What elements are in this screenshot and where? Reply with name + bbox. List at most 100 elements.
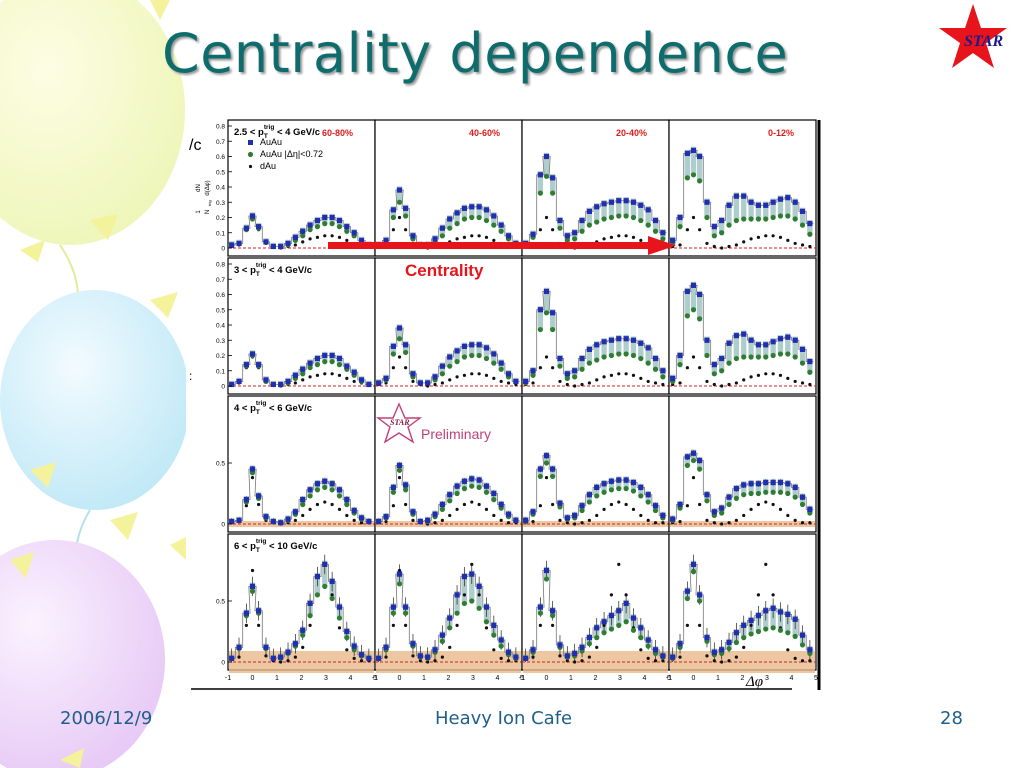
point-auau [601, 481, 607, 487]
point-dau [551, 502, 555, 507]
point-auau [439, 632, 445, 638]
point-dau [477, 372, 481, 376]
point-dau [411, 379, 415, 384]
point-auau-deta [763, 489, 769, 495]
point-auau [314, 217, 321, 224]
point-auau [491, 213, 497, 219]
point-auau [799, 346, 806, 352]
point-dau [653, 521, 658, 525]
point-auau [390, 604, 396, 610]
point-auau-deta [755, 216, 762, 222]
point-auau [523, 378, 529, 385]
y-tick-label: 0.3 [216, 338, 225, 345]
systematic-band-bin [719, 216, 725, 233]
systematic-band-bin [763, 341, 769, 358]
point-dau [330, 234, 334, 238]
point-auau [616, 198, 622, 204]
point-auau [461, 478, 468, 484]
point-auau [733, 486, 739, 492]
x-tick-label: 4 [496, 675, 500, 682]
point-dau [477, 502, 481, 507]
point-auau [292, 372, 298, 378]
point-auau [278, 520, 284, 526]
y-tick-label: 0 [221, 384, 225, 391]
point-auau-deta [704, 214, 710, 221]
point-dau [631, 235, 636, 239]
point-auau-deta [469, 214, 475, 221]
point-auau [608, 199, 615, 205]
point-dau [301, 378, 305, 382]
point-dau [397, 355, 402, 359]
point-auau-deta [785, 490, 791, 497]
y-tick-label: 0 [221, 522, 225, 529]
point-auau [684, 454, 690, 460]
point-auau [396, 462, 403, 469]
panel-r2-c4 [668, 257, 817, 395]
point-auau [719, 217, 725, 224]
point-auau [557, 355, 563, 362]
point-auau [285, 378, 291, 385]
y-tick-label: 0.4 [216, 323, 225, 330]
point-auau [314, 574, 321, 580]
systematic-band-bin [719, 354, 725, 371]
point-auau [329, 352, 335, 359]
systematic-band-bin [652, 216, 659, 232]
point-auau [366, 655, 372, 661]
point-auau [652, 647, 659, 653]
y-tick-label: 0.4 [216, 185, 225, 192]
point-auau [256, 224, 262, 230]
point-auau [454, 210, 460, 216]
centrality-label-2: 40-60% [469, 128, 500, 138]
point-dau [484, 626, 489, 630]
point-auau [763, 479, 769, 486]
point-dau [397, 215, 402, 220]
point-auau-deta [755, 490, 762, 497]
point-dau [384, 519, 388, 524]
point-auau [763, 608, 769, 614]
point-dau [661, 382, 665, 387]
point-auau [236, 240, 242, 247]
point-auau-deta [476, 605, 482, 611]
point-auau [447, 216, 453, 222]
point-dau [565, 659, 569, 663]
point-auau [447, 354, 453, 360]
point-auau-deta [300, 371, 306, 377]
point-auau-deta [645, 643, 651, 649]
point-auau-deta [396, 467, 403, 473]
point-auau [601, 619, 607, 625]
point-auau-deta [249, 588, 256, 594]
point-dau [808, 659, 812, 663]
point-auau-deta [741, 354, 747, 360]
point-auau [236, 644, 242, 650]
point-auau [586, 346, 592, 352]
systematic-band-bin [733, 192, 740, 221]
point-dau [705, 241, 709, 246]
point-auau [403, 482, 409, 488]
point-auau-deta [322, 484, 328, 490]
point-auau [447, 492, 453, 498]
point-auau-deta [300, 632, 306, 638]
point-dau [734, 655, 738, 659]
point-auau-deta [322, 221, 328, 227]
point-auau-deta [336, 493, 343, 499]
systematic-band-bin [608, 198, 615, 218]
point-auau [336, 604, 343, 610]
x-tick-label: 3 [618, 675, 622, 682]
point-dau [793, 379, 797, 384]
systematic-band-bin [690, 281, 697, 310]
x-tick-label: 2 [594, 675, 598, 682]
point-dau [499, 379, 503, 384]
row-label-3: 4 < pTtrig < 6 GeV/c [234, 400, 312, 416]
point-auau [807, 647, 813, 653]
point-dau [404, 502, 408, 507]
point-dau [484, 235, 489, 239]
x-tick-label: 4 [643, 675, 647, 682]
point-auau-deta [623, 213, 629, 219]
point-auau-deta [550, 613, 556, 619]
y-label-denominator: d(Δφ) [205, 180, 211, 195]
point-auau-deta [763, 216, 769, 222]
point-auau-deta [537, 473, 543, 480]
y-tick-label: 0.5 [216, 307, 225, 314]
systematic-band-bin [623, 197, 629, 216]
point-auau-deta [684, 462, 690, 469]
